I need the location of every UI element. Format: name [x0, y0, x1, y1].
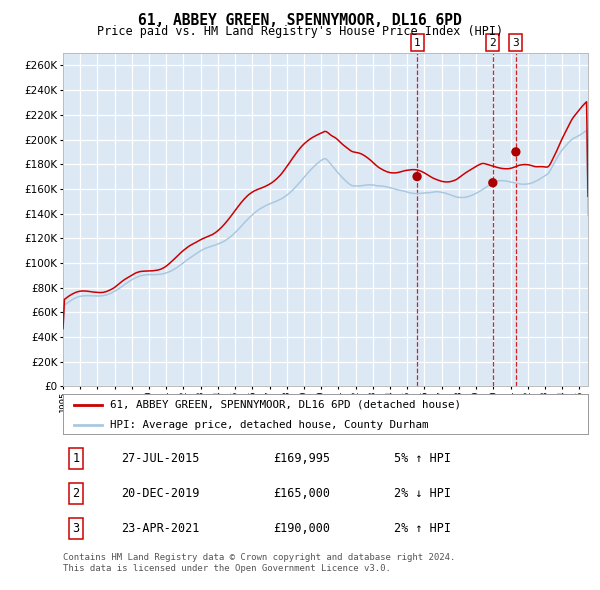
Text: 3: 3	[73, 522, 80, 535]
Text: Contains HM Land Registry data © Crown copyright and database right 2024.
This d: Contains HM Land Registry data © Crown c…	[63, 553, 455, 573]
Point	[511, 147, 521, 156]
Text: 2: 2	[490, 38, 496, 48]
Point	[488, 178, 497, 188]
Text: £169,995: £169,995	[273, 452, 330, 465]
Text: 3: 3	[512, 38, 519, 48]
Text: £165,000: £165,000	[273, 487, 330, 500]
Text: 1: 1	[413, 38, 421, 48]
Text: 20-DEC-2019: 20-DEC-2019	[121, 487, 199, 500]
Text: 61, ABBEY GREEN, SPENNYMOOR, DL16 6PD: 61, ABBEY GREEN, SPENNYMOOR, DL16 6PD	[138, 13, 462, 28]
Text: £190,000: £190,000	[273, 522, 330, 535]
Text: 27-JUL-2015: 27-JUL-2015	[121, 452, 199, 465]
Text: 1: 1	[73, 452, 80, 465]
Text: 23-APR-2021: 23-APR-2021	[121, 522, 199, 535]
Text: Price paid vs. HM Land Registry's House Price Index (HPI): Price paid vs. HM Land Registry's House …	[97, 25, 503, 38]
Text: 5% ↑ HPI: 5% ↑ HPI	[394, 452, 451, 465]
Text: 2: 2	[73, 487, 80, 500]
Text: HPI: Average price, detached house, County Durham: HPI: Average price, detached house, Coun…	[110, 420, 429, 430]
Point	[412, 172, 422, 181]
Text: 2% ↑ HPI: 2% ↑ HPI	[394, 522, 451, 535]
Text: 2% ↓ HPI: 2% ↓ HPI	[394, 487, 451, 500]
Text: 61, ABBEY GREEN, SPENNYMOOR, DL16 6PD (detached house): 61, ABBEY GREEN, SPENNYMOOR, DL16 6PD (d…	[110, 400, 461, 410]
